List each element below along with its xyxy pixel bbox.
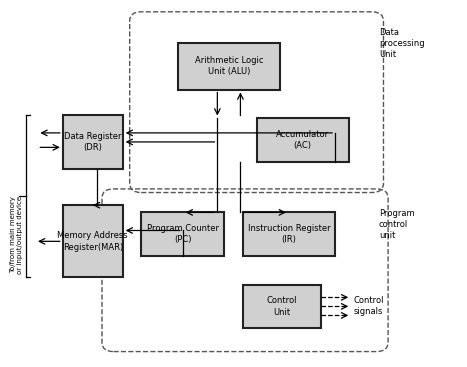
Text: Data Register
(DR): Data Register (DR) <box>64 132 121 152</box>
Text: Data
processing
Unit: Data processing Unit <box>379 28 425 59</box>
Text: To/from main memory
or input/output device: To/from main memory or input/output devi… <box>10 196 23 274</box>
Bar <box>256 119 349 162</box>
Bar <box>178 43 280 90</box>
Text: Program Counter
(PC): Program Counter (PC) <box>147 224 219 244</box>
Bar <box>63 115 123 169</box>
Text: Program
control
unit: Program control unit <box>379 209 415 240</box>
Text: Instruction Register
(IR): Instruction Register (IR) <box>248 224 330 244</box>
Bar <box>63 205 123 277</box>
Bar <box>141 212 224 256</box>
Text: Arithmetic Logic
Unit (ALU): Arithmetic Logic Unit (ALU) <box>195 56 263 76</box>
Text: Accumulator
(AC): Accumulator (AC) <box>276 130 329 150</box>
Text: Control
Unit: Control Unit <box>267 296 297 317</box>
Bar <box>243 212 335 256</box>
Bar <box>243 285 321 328</box>
Text: Control
signals: Control signals <box>354 296 384 316</box>
Text: Memory Address
Register(MAR): Memory Address Register(MAR) <box>57 231 128 251</box>
